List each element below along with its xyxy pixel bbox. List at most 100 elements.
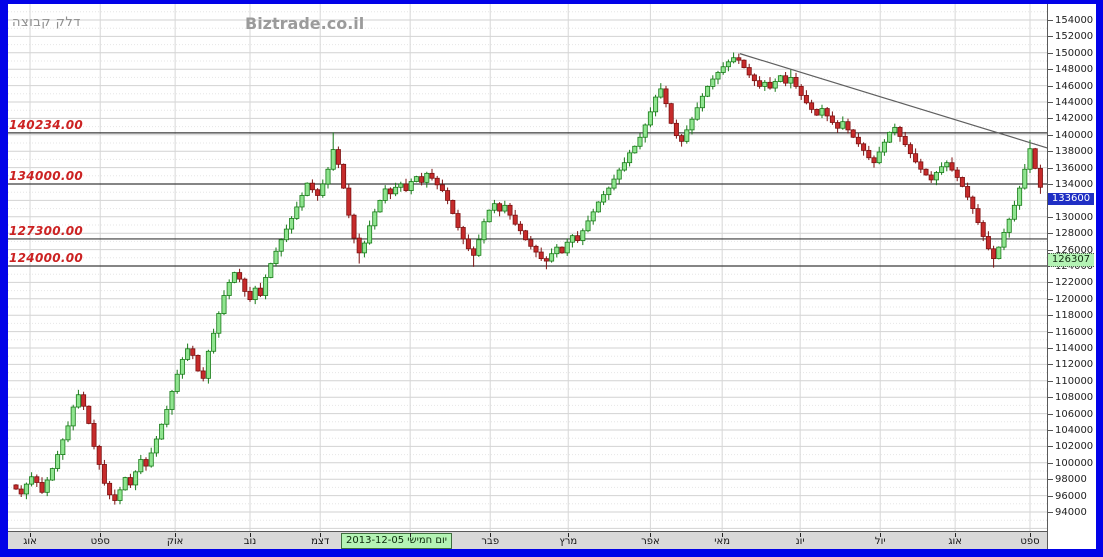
candle-body [694, 107, 700, 120]
x-axis-month-label: ספט [90, 536, 110, 547]
y-axis-label: 98000 [1055, 474, 1087, 486]
candle-body [850, 129, 856, 138]
candle-body [273, 250, 279, 264]
candle-body [585, 220, 591, 232]
candle-body [263, 277, 269, 296]
candle-body [346, 187, 352, 216]
candle-body [1017, 187, 1023, 206]
candle-body [299, 195, 305, 208]
y-axis-label: 112000 [1055, 359, 1094, 371]
candle-body [226, 281, 232, 296]
y-axis-label: 154000 [1055, 15, 1094, 26]
y-axis-label: 128000 [1055, 228, 1094, 240]
candlestick-plot-area[interactable] [8, 4, 1047, 531]
last-price-badge: 133600 [1048, 193, 1094, 206]
candle-body [361, 242, 367, 254]
candle-body [590, 211, 596, 222]
candle-body [372, 211, 378, 227]
candle-body [970, 196, 976, 209]
y-axis-label: 106000 [1055, 408, 1094, 420]
candle-body [107, 482, 113, 496]
candle-body [777, 75, 783, 82]
candle-body [1032, 148, 1038, 169]
candle-body [55, 454, 61, 469]
candle-body [944, 162, 950, 168]
candle-body [75, 394, 81, 408]
x-axis-tick [650, 533, 652, 537]
x-axis-month-label: אוק [166, 536, 184, 547]
candle-body [845, 121, 851, 131]
candle-body [471, 248, 477, 256]
candle-body [439, 184, 445, 191]
x-axis-tick [100, 533, 102, 537]
candle-body [731, 57, 737, 63]
candle-body [965, 186, 971, 198]
candle-body [881, 141, 887, 153]
candle-body [341, 163, 347, 189]
watermark-logo: Biztrade.co.il [245, 14, 365, 33]
y-axis-tick [1048, 430, 1053, 431]
y-axis: 154000 152000 150000 148000 146000 144000 1420… [1047, 4, 1096, 549]
y-axis-label: 96000 [1055, 490, 1087, 502]
x-axis-month-label: פבר [481, 536, 500, 547]
candle-body [507, 204, 513, 216]
x-axis-month-label: אפר [641, 536, 660, 547]
candle-body [101, 464, 107, 484]
candle-body [242, 278, 248, 292]
candle-body [523, 230, 529, 241]
candle-body [127, 477, 133, 486]
candle-body [538, 251, 544, 260]
y-axis-tick [1048, 315, 1053, 317]
candle-body [647, 111, 653, 126]
x-axis-tick [722, 533, 724, 537]
candle-body [892, 127, 898, 133]
candle-body [772, 81, 778, 89]
x-axis-tick [250, 533, 251, 537]
y-axis-tick [1048, 298, 1053, 300]
x-axis-month-label: ספט [1020, 536, 1040, 547]
candle-body [330, 149, 336, 170]
candle-body [913, 153, 919, 163]
candle-body [70, 406, 76, 427]
y-axis-label: 110000 [1055, 375, 1094, 387]
candle-body [408, 181, 414, 191]
y-axis-label: 130000 [1055, 211, 1094, 223]
candle-body [450, 199, 456, 214]
y-axis-tick [1048, 52, 1053, 54]
candle-body [367, 225, 373, 244]
candle-body [855, 136, 861, 145]
candle-body [138, 459, 144, 473]
candle-body [725, 61, 731, 68]
candle-body [689, 118, 695, 131]
candle-body [975, 208, 981, 223]
candle-body [153, 438, 159, 454]
candle-body [720, 66, 726, 73]
candle-body [949, 162, 955, 171]
candle-body [580, 230, 586, 241]
x-axis-tick [568, 533, 570, 537]
candle-body [237, 272, 243, 280]
candle-body [528, 239, 534, 247]
candle-body [616, 169, 622, 180]
candle-body [887, 131, 893, 143]
candle-body [325, 168, 331, 185]
reference-price-badge: 126307 [1048, 253, 1094, 268]
candle-body [783, 75, 789, 84]
candlestick-chart[interactable] [8, 4, 1047, 531]
candle-body [824, 108, 830, 117]
level-price-label: 124000.00 [9, 251, 84, 265]
candle-body [819, 108, 825, 116]
candle-body [736, 57, 742, 61]
candle-body [933, 172, 939, 181]
candle-body [569, 235, 575, 243]
y-axis-label: 120000 [1055, 293, 1094, 305]
candle-body [632, 145, 638, 154]
level-price-label: 127300.00 [9, 223, 84, 238]
candle-body [959, 177, 965, 187]
candle-body [601, 194, 607, 203]
candle-body [985, 236, 991, 250]
candle-body [762, 81, 768, 87]
candle-body [81, 394, 87, 407]
y-axis-label: 116000 [1055, 326, 1094, 338]
x-axis-tick [880, 533, 882, 537]
